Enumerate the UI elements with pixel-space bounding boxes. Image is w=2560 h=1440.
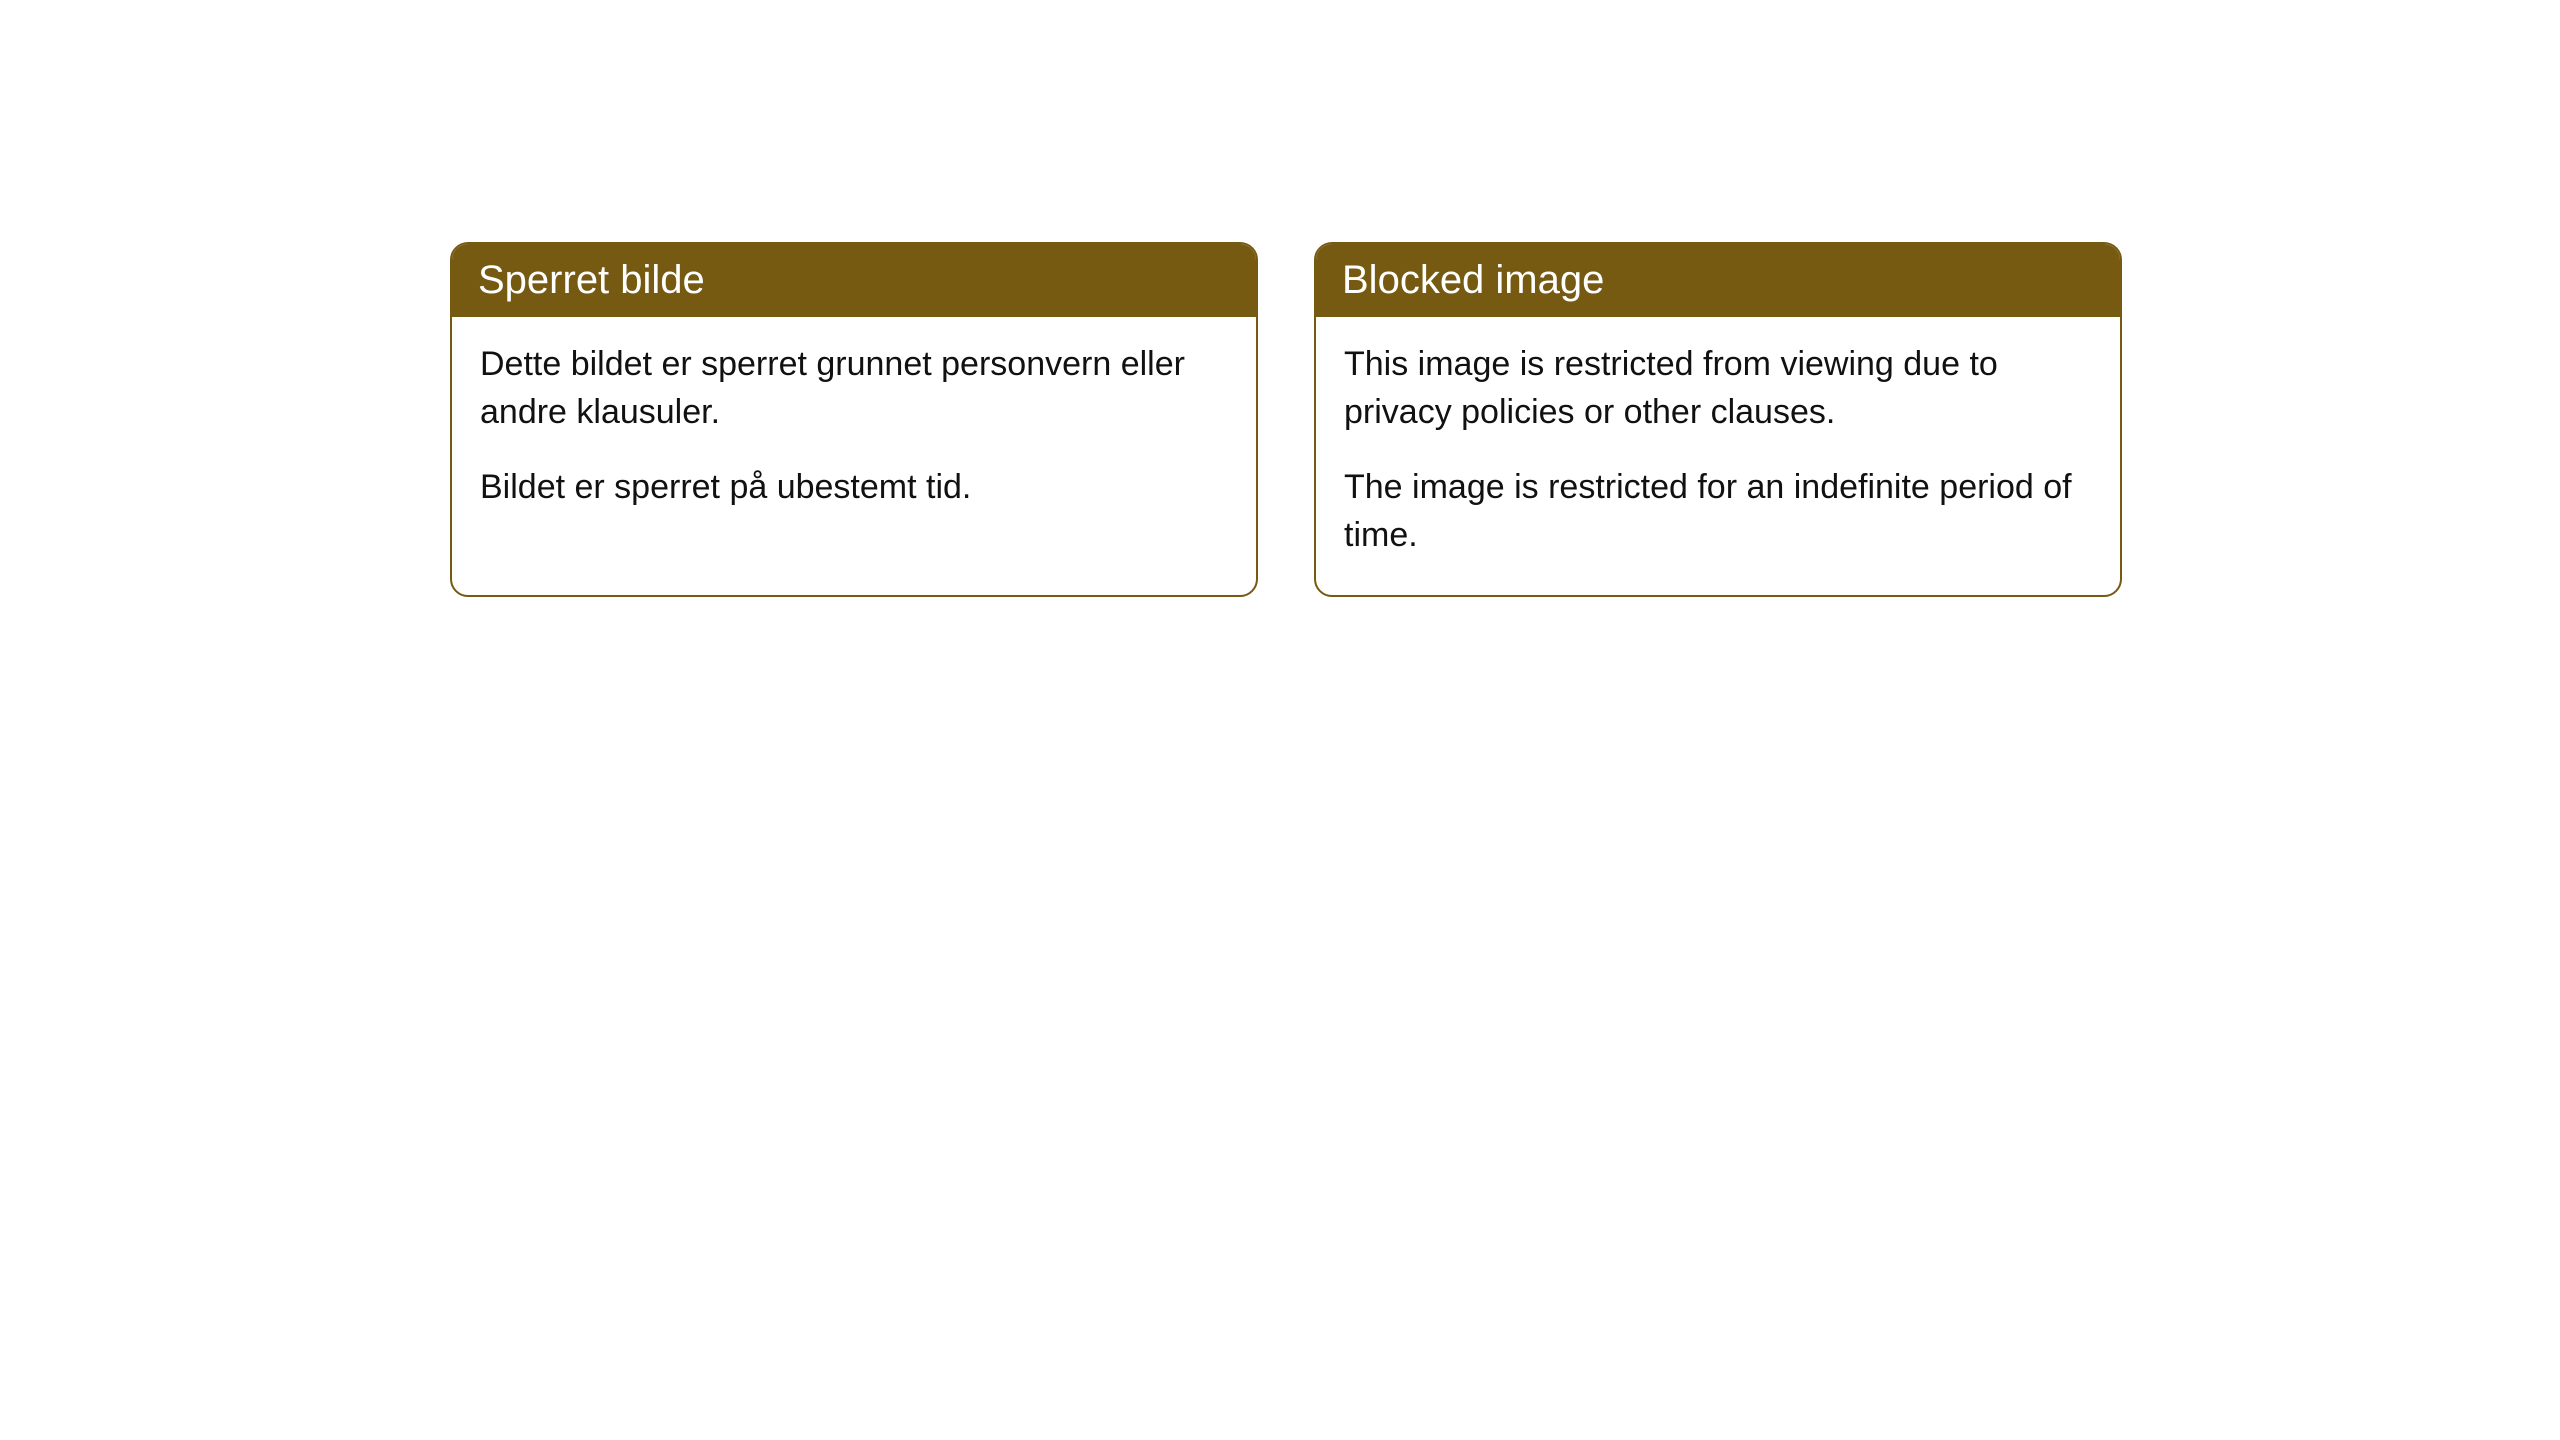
card-body-english: This image is restricted from viewing du… [1316,317,2120,595]
card-header-english: Blocked image [1316,244,2120,317]
card-header-norwegian: Sperret bilde [452,244,1256,317]
card-paragraph-english-2: The image is restricted for an indefinit… [1344,464,2092,559]
card-title-norwegian: Sperret bilde [478,258,705,302]
card-paragraph-norwegian-1: Dette bildet er sperret grunnet personve… [480,341,1228,436]
card-body-norwegian: Dette bildet er sperret grunnet personve… [452,317,1256,548]
card-paragraph-english-1: This image is restricted from viewing du… [1344,341,2092,436]
card-english: Blocked image This image is restricted f… [1314,242,2122,597]
card-title-english: Blocked image [1342,258,1604,302]
cards-container: Sperret bilde Dette bildet er sperret gr… [450,242,2122,597]
card-paragraph-norwegian-2: Bildet er sperret på ubestemt tid. [480,464,1228,512]
card-norwegian: Sperret bilde Dette bildet er sperret gr… [450,242,1258,597]
